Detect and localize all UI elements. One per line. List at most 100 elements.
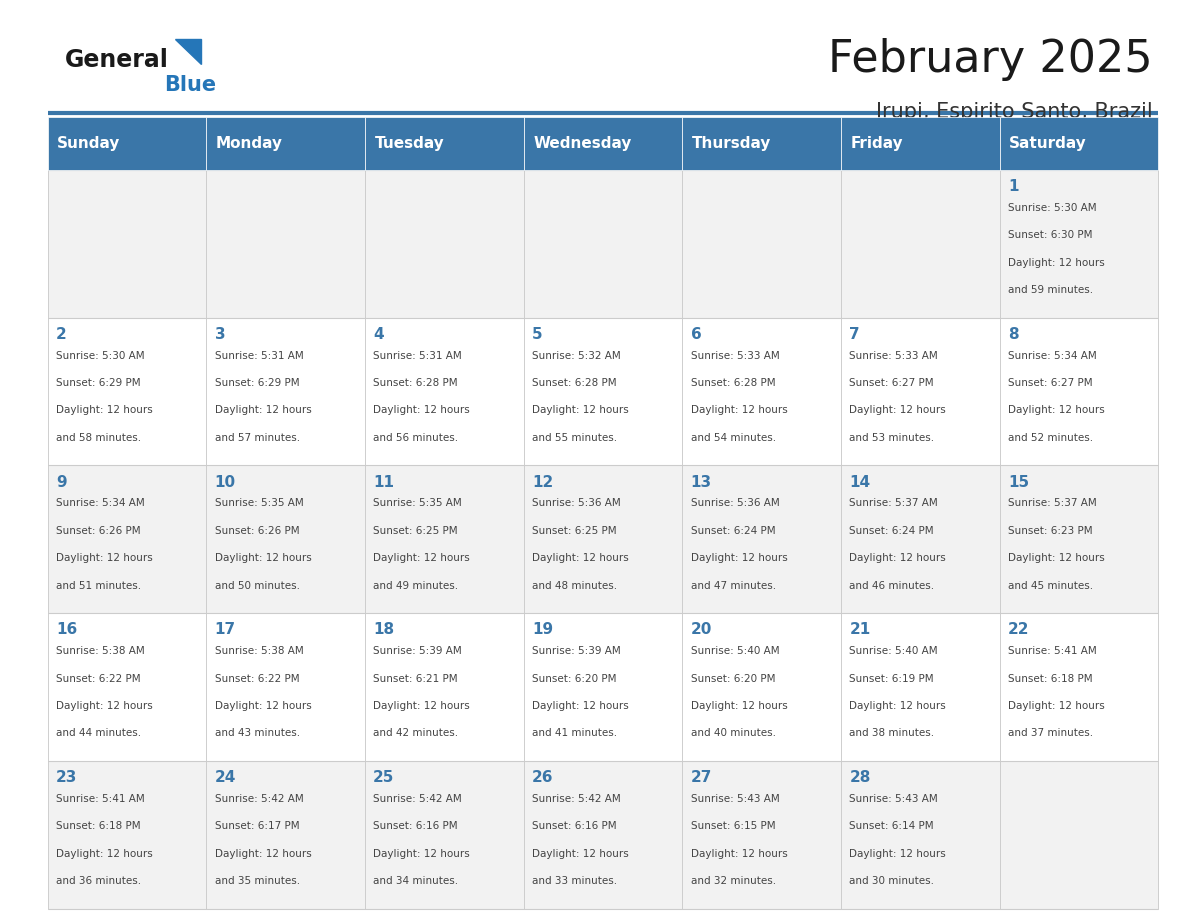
Text: and 46 minutes.: and 46 minutes.: [849, 580, 935, 590]
Text: Daylight: 12 hours: Daylight: 12 hours: [690, 701, 788, 711]
Text: Sunrise: 5:38 AM: Sunrise: 5:38 AM: [56, 646, 145, 656]
Text: and 44 minutes.: and 44 minutes.: [56, 728, 141, 738]
Text: Sunrise: 5:35 AM: Sunrise: 5:35 AM: [373, 498, 462, 509]
Text: Sunset: 6:24 PM: Sunset: 6:24 PM: [690, 526, 776, 536]
Text: Daylight: 12 hours: Daylight: 12 hours: [690, 849, 788, 858]
Bar: [999, 318, 1158, 465]
Text: Daylight: 12 hours: Daylight: 12 hours: [849, 406, 946, 415]
Text: Daylight: 12 hours: Daylight: 12 hours: [215, 554, 311, 563]
Text: Sunrise: 5:40 AM: Sunrise: 5:40 AM: [690, 646, 779, 656]
Text: Sunset: 6:24 PM: Sunset: 6:24 PM: [849, 526, 934, 536]
Text: Sunset: 6:18 PM: Sunset: 6:18 PM: [56, 822, 140, 832]
Text: 9: 9: [56, 475, 67, 489]
Text: Sunset: 6:16 PM: Sunset: 6:16 PM: [532, 822, 617, 832]
Text: Sunset: 6:22 PM: Sunset: 6:22 PM: [56, 674, 140, 684]
Text: Wednesday: Wednesday: [533, 136, 632, 151]
Text: Sunset: 6:29 PM: Sunset: 6:29 PM: [215, 378, 299, 388]
Bar: [999, 761, 1158, 909]
Text: 16: 16: [56, 622, 77, 637]
Text: Sunrise: 5:34 AM: Sunrise: 5:34 AM: [56, 498, 145, 509]
Bar: [207, 117, 365, 170]
Text: Sunrise: 5:36 AM: Sunrise: 5:36 AM: [690, 498, 779, 509]
Text: and 56 minutes.: and 56 minutes.: [373, 432, 459, 442]
Bar: [524, 170, 682, 318]
Text: and 55 minutes.: and 55 minutes.: [532, 432, 617, 442]
Text: Sunset: 6:27 PM: Sunset: 6:27 PM: [1007, 378, 1093, 388]
Text: and 34 minutes.: and 34 minutes.: [373, 876, 459, 886]
Polygon shape: [175, 39, 201, 64]
Text: 24: 24: [215, 770, 236, 785]
Text: Sunrise: 5:31 AM: Sunrise: 5:31 AM: [215, 351, 303, 361]
Text: Daylight: 12 hours: Daylight: 12 hours: [215, 406, 311, 415]
Text: and 33 minutes.: and 33 minutes.: [532, 876, 617, 886]
Bar: [365, 613, 524, 761]
Text: 25: 25: [373, 770, 394, 785]
Text: and 32 minutes.: and 32 minutes.: [690, 876, 776, 886]
Bar: [365, 465, 524, 613]
Text: Sunrise: 5:33 AM: Sunrise: 5:33 AM: [690, 351, 779, 361]
Text: 27: 27: [690, 770, 712, 785]
Text: Sunrise: 5:42 AM: Sunrise: 5:42 AM: [532, 794, 620, 804]
Bar: [48, 761, 207, 909]
Text: Sunrise: 5:36 AM: Sunrise: 5:36 AM: [532, 498, 620, 509]
Text: Sunrise: 5:39 AM: Sunrise: 5:39 AM: [532, 646, 620, 656]
Text: Sunrise: 5:43 AM: Sunrise: 5:43 AM: [690, 794, 779, 804]
Bar: [524, 613, 682, 761]
Text: 2: 2: [56, 327, 67, 341]
Text: and 50 minutes.: and 50 minutes.: [215, 580, 299, 590]
Text: and 52 minutes.: and 52 minutes.: [1007, 432, 1093, 442]
Text: Daylight: 12 hours: Daylight: 12 hours: [56, 554, 152, 563]
Text: Daylight: 12 hours: Daylight: 12 hours: [849, 701, 946, 711]
Text: Sunset: 6:28 PM: Sunset: 6:28 PM: [373, 378, 457, 388]
Bar: [841, 613, 999, 761]
Bar: [48, 465, 207, 613]
Text: Sunset: 6:15 PM: Sunset: 6:15 PM: [690, 822, 776, 832]
Text: 17: 17: [215, 622, 235, 637]
Text: 26: 26: [532, 770, 554, 785]
Text: Sunrise: 5:30 AM: Sunrise: 5:30 AM: [1007, 203, 1097, 213]
Text: Sunrise: 5:41 AM: Sunrise: 5:41 AM: [56, 794, 145, 804]
Text: Sunrise: 5:38 AM: Sunrise: 5:38 AM: [215, 646, 303, 656]
Text: Monday: Monday: [216, 136, 283, 151]
Text: Daylight: 12 hours: Daylight: 12 hours: [56, 701, 152, 711]
Text: Sunday: Sunday: [57, 136, 120, 151]
Bar: [682, 170, 841, 318]
Text: Irupi, Espirito Santo, Brazil: Irupi, Espirito Santo, Brazil: [876, 102, 1152, 122]
Text: Daylight: 12 hours: Daylight: 12 hours: [532, 701, 628, 711]
Text: 8: 8: [1007, 327, 1018, 341]
Text: Sunset: 6:23 PM: Sunset: 6:23 PM: [1007, 526, 1093, 536]
Text: Sunset: 6:30 PM: Sunset: 6:30 PM: [1007, 230, 1093, 241]
Text: and 36 minutes.: and 36 minutes.: [56, 876, 141, 886]
Text: Sunrise: 5:33 AM: Sunrise: 5:33 AM: [849, 351, 939, 361]
Text: and 54 minutes.: and 54 minutes.: [690, 432, 776, 442]
Text: and 30 minutes.: and 30 minutes.: [849, 876, 934, 886]
Text: Sunrise: 5:30 AM: Sunrise: 5:30 AM: [56, 351, 145, 361]
Text: and 51 minutes.: and 51 minutes.: [56, 580, 141, 590]
Text: Daylight: 12 hours: Daylight: 12 hours: [373, 701, 470, 711]
Bar: [207, 613, 365, 761]
Text: Daylight: 12 hours: Daylight: 12 hours: [1007, 701, 1105, 711]
Text: and 43 minutes.: and 43 minutes.: [215, 728, 299, 738]
Text: Sunset: 6:20 PM: Sunset: 6:20 PM: [532, 674, 617, 684]
Text: and 49 minutes.: and 49 minutes.: [373, 580, 459, 590]
Bar: [207, 170, 365, 318]
Text: 19: 19: [532, 622, 552, 637]
Text: Sunrise: 5:31 AM: Sunrise: 5:31 AM: [373, 351, 462, 361]
Text: General: General: [65, 48, 169, 72]
Bar: [841, 465, 999, 613]
Bar: [365, 761, 524, 909]
Bar: [841, 117, 999, 170]
Text: Sunset: 6:20 PM: Sunset: 6:20 PM: [690, 674, 775, 684]
Text: Daylight: 12 hours: Daylight: 12 hours: [56, 406, 152, 415]
Text: Thursday: Thursday: [691, 136, 771, 151]
Text: 3: 3: [215, 327, 226, 341]
Text: Sunset: 6:28 PM: Sunset: 6:28 PM: [532, 378, 617, 388]
Text: 4: 4: [373, 327, 384, 341]
Bar: [207, 465, 365, 613]
Bar: [207, 761, 365, 909]
Bar: [682, 761, 841, 909]
Bar: [999, 613, 1158, 761]
Text: 14: 14: [849, 475, 871, 489]
Text: and 45 minutes.: and 45 minutes.: [1007, 580, 1093, 590]
Text: Sunset: 6:27 PM: Sunset: 6:27 PM: [849, 378, 934, 388]
